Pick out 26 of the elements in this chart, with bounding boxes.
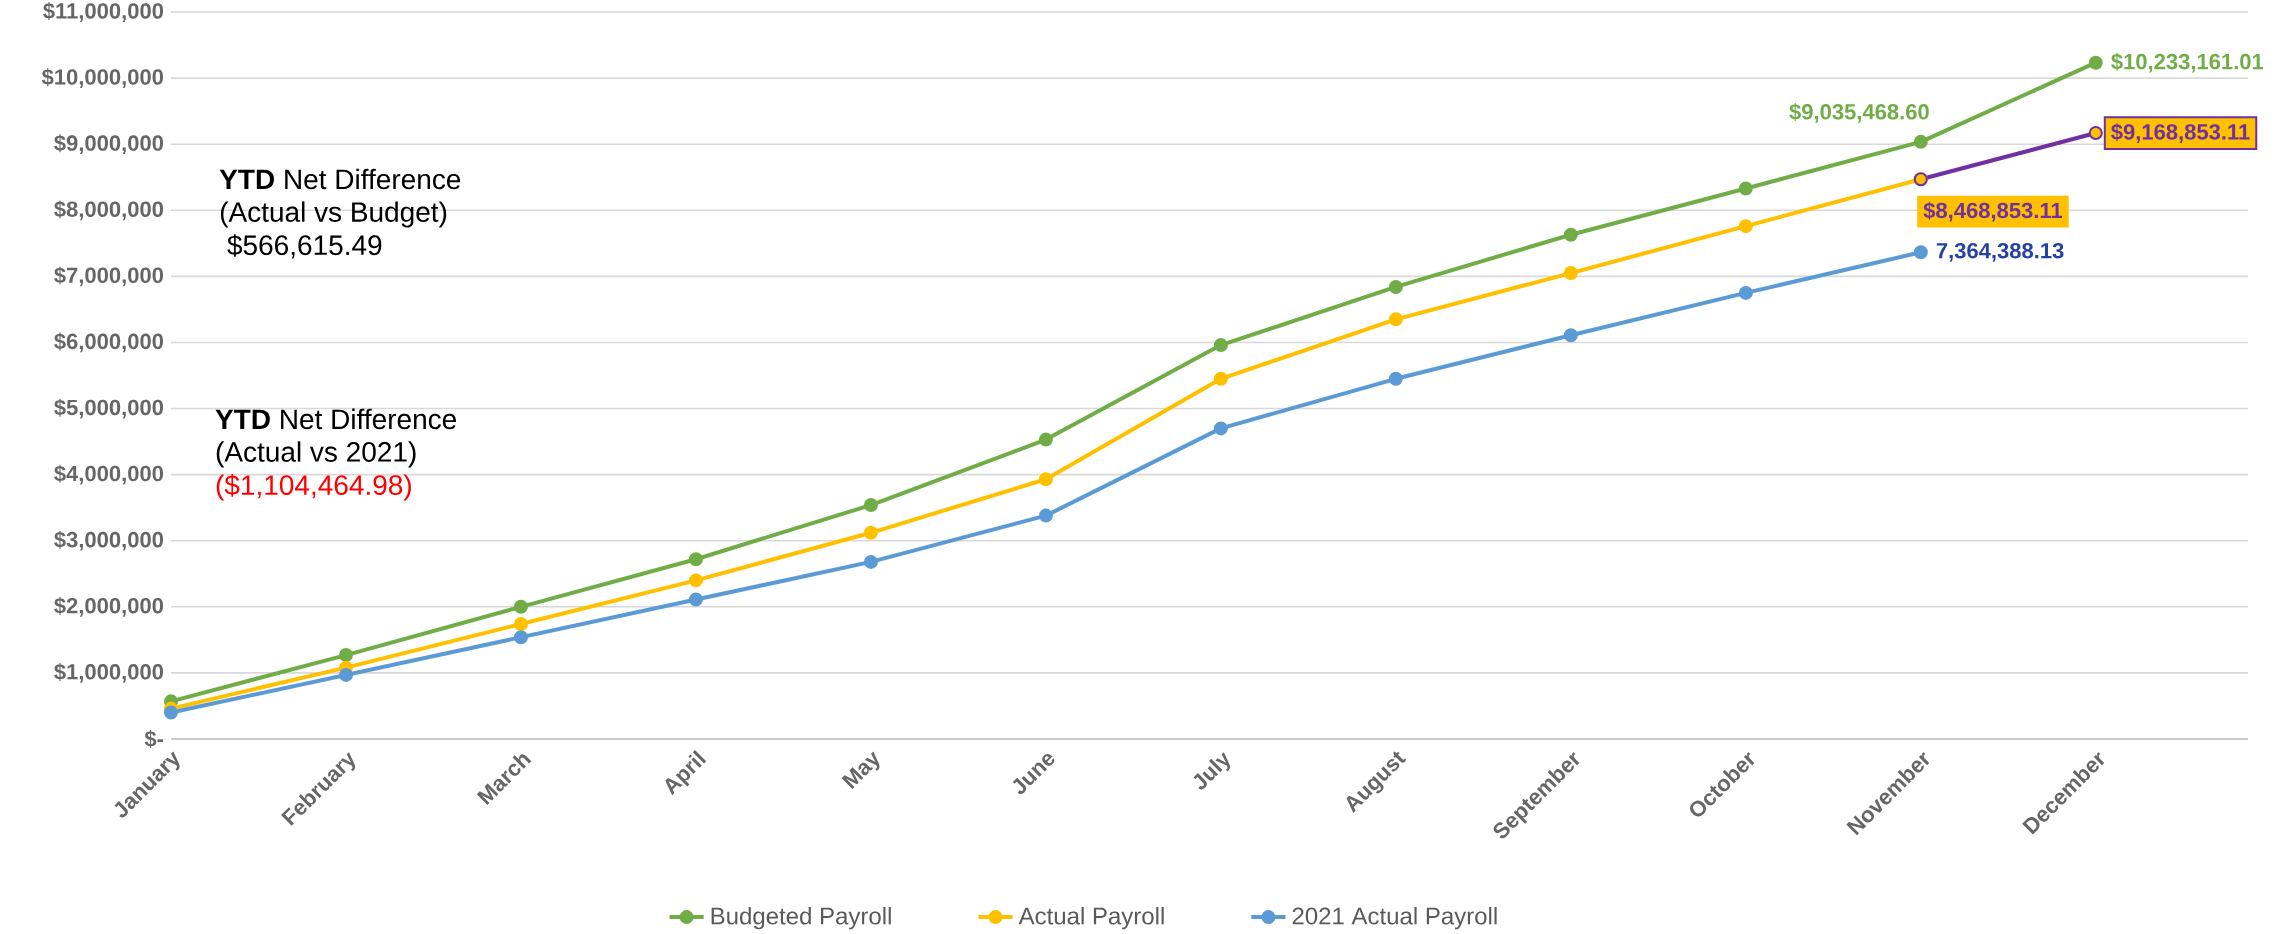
data-label: $9,035,468.60 — [1789, 103, 1929, 123]
legend-label: Budgeted Payroll — [711, 906, 891, 930]
data-label: 7,364,388.13 — [1936, 242, 2064, 262]
y-tick-label: $4,000,000 — [54, 464, 164, 485]
annotation: (Actual vs 2021) — [216, 441, 416, 468]
y-tick-label: $11,000,000 — [43, 2, 164, 22]
data-label: $10,233,161.01 — [2111, 52, 2264, 73]
y-tick-label: $5,000,000 — [54, 398, 164, 419]
y-tick-label: $9,000,000 — [54, 134, 164, 155]
y-tick-label: $1,000,000 — [54, 663, 164, 683]
y-tick-label: $8,000,000 — [54, 200, 164, 221]
annotation: $566,615.49 — [227, 234, 382, 259]
y-tick-label: $3,000,000 — [54, 530, 164, 551]
legend-label: 2021 Actual Payroll — [1292, 906, 1497, 930]
annotation: YTD Net Difference — [215, 408, 456, 430]
y-tick-label: $7,000,000 — [54, 266, 164, 287]
annotation: ($1,104,464.98) — [216, 474, 411, 501]
annotation: YTD Net Difference — [219, 168, 461, 190]
data-label: $9,168,853.11 — [2111, 123, 2250, 143]
data-label: $8,468,853.11 — [1923, 201, 2063, 222]
y-tick-label: $10,000,000 — [41, 68, 164, 88]
y-tick-label: $- — [144, 730, 164, 748]
y-tick-label: $6,000,000 — [54, 332, 164, 353]
annotation: (Actual vs Budget) — [220, 201, 447, 228]
legend-label: Actual Payroll — [1018, 906, 1164, 930]
y-tick-label: $2,000,000 — [54, 596, 164, 617]
